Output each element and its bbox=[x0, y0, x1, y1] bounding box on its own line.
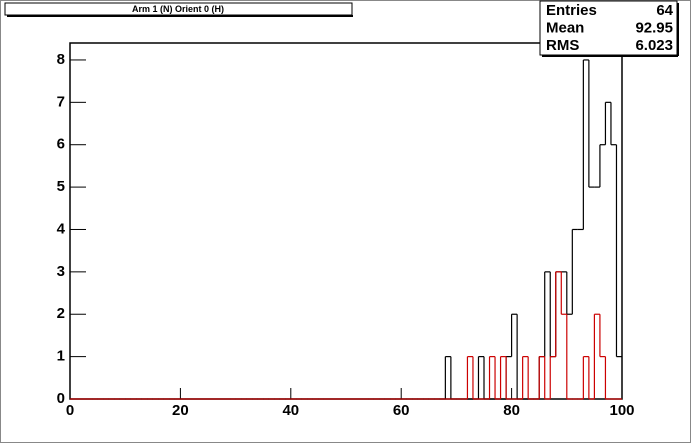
x-tick-label: 40 bbox=[282, 402, 299, 419]
x-tick-label: 100 bbox=[609, 402, 634, 419]
x-tick-label: 60 bbox=[393, 402, 410, 419]
stats-value: 64 bbox=[656, 2, 673, 19]
y-tick-label: 3 bbox=[57, 263, 65, 280]
stats-label: Mean bbox=[546, 19, 584, 36]
stats-value: 6.023 bbox=[635, 37, 673, 54]
stats-value: 92.95 bbox=[635, 19, 673, 36]
y-tick-label: 8 bbox=[57, 51, 65, 68]
stats-label: Entries bbox=[546, 2, 597, 19]
y-tick-label: 5 bbox=[57, 178, 65, 195]
x-tick-label: 0 bbox=[66, 402, 74, 419]
y-tick-label: 7 bbox=[57, 93, 65, 110]
y-tick-label: 0 bbox=[57, 390, 65, 407]
chart-title: Arm 1 (N) Orient 0 (H) bbox=[132, 4, 224, 14]
x-tick-label: 80 bbox=[503, 402, 520, 419]
stats-label: RMS bbox=[546, 37, 579, 54]
y-tick-label: 1 bbox=[57, 348, 65, 365]
y-tick-label: 4 bbox=[57, 220, 66, 237]
y-tick-label: 6 bbox=[57, 136, 65, 153]
x-tick-label: 20 bbox=[172, 402, 189, 419]
plot-frame bbox=[69, 42, 623, 400]
y-tick-label: 2 bbox=[57, 305, 65, 322]
